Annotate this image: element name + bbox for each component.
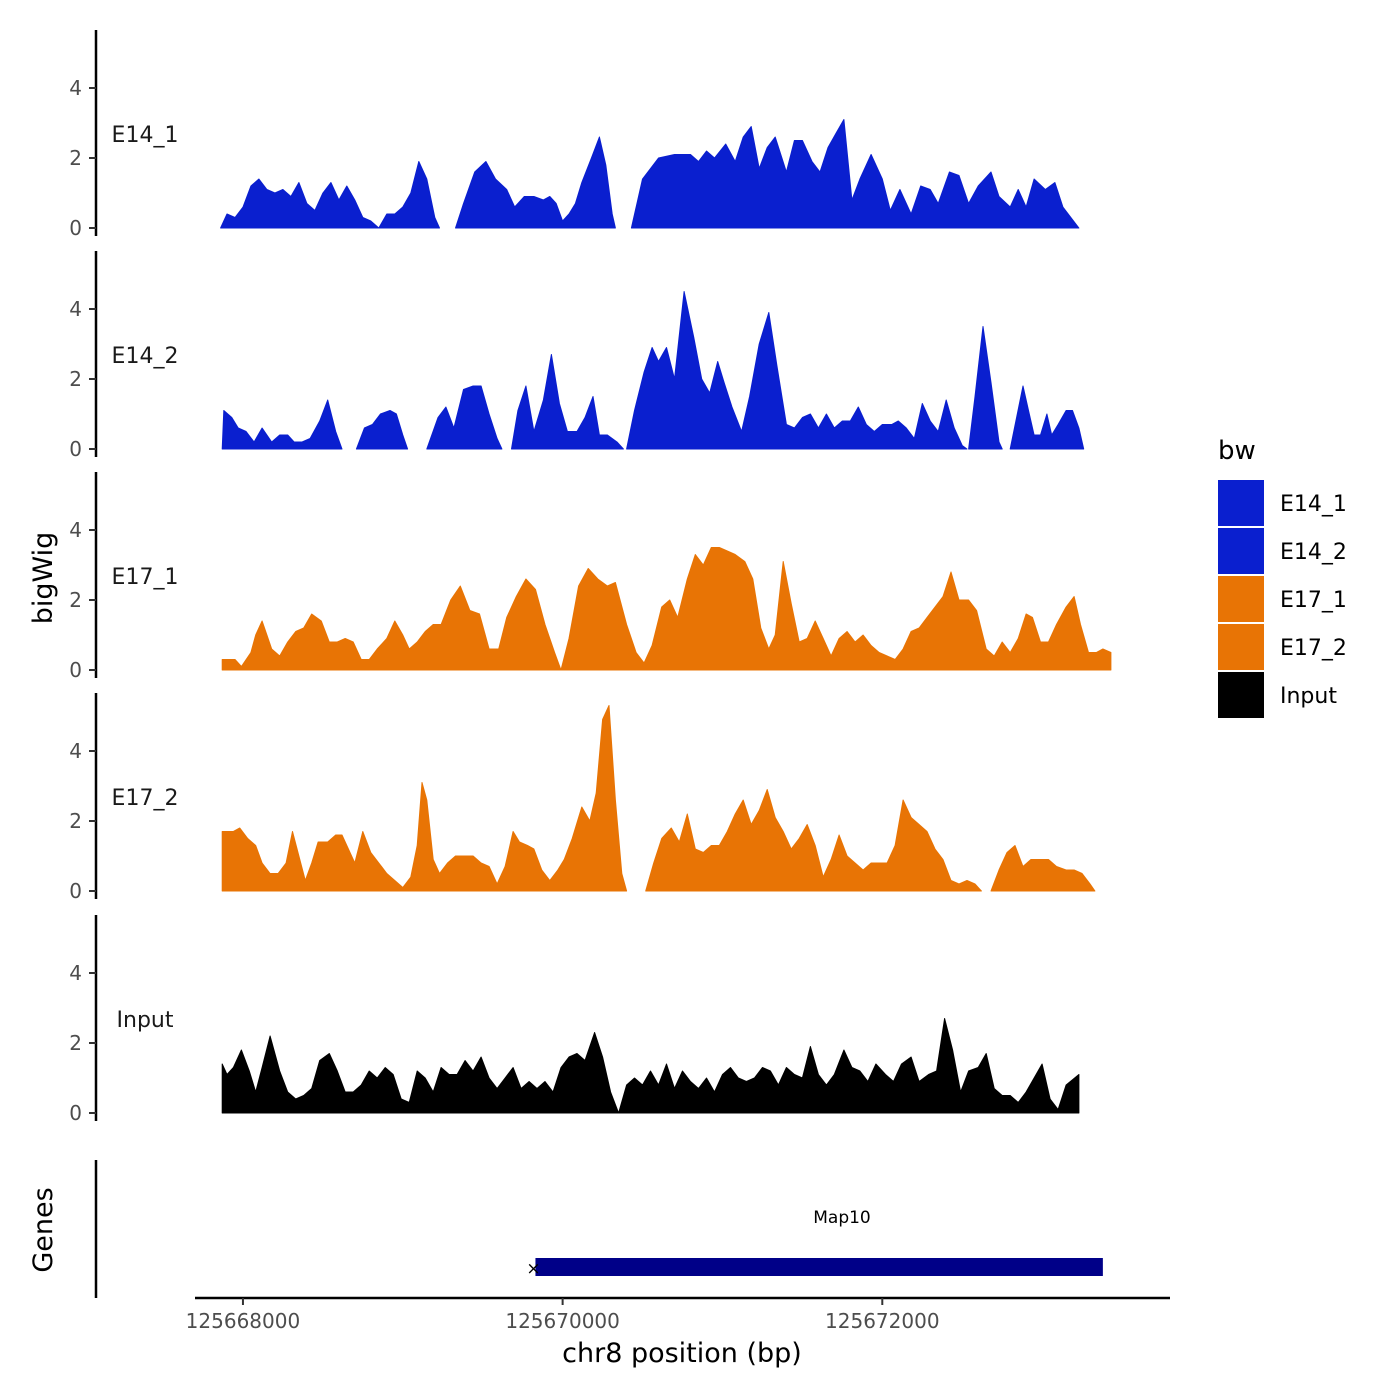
area-E14_1-1 bbox=[455, 136, 616, 229]
y-tick-label-E14_2-0: 0 bbox=[69, 437, 82, 461]
legend-swatch-E14_2 bbox=[1218, 528, 1264, 574]
area-Input-0 bbox=[221, 1018, 1080, 1114]
legend-label-E17_1: E17_1 bbox=[1280, 588, 1347, 613]
track-label-E17_2: E17_2 bbox=[112, 786, 179, 811]
legend: bw E14_1 E14_2 E17_1 E17_2 Input bbox=[1218, 436, 1347, 718]
legend-label-E14_2: E14_2 bbox=[1280, 540, 1347, 565]
track-E14_1: 0 2 4 E14_1 bbox=[69, 30, 1080, 240]
track-label-E17_1: E17_1 bbox=[112, 565, 179, 590]
track-E17_2: 0 2 4 E17_2 bbox=[69, 693, 1096, 903]
y-tick-label-E14_1-4: 4 bbox=[69, 76, 82, 100]
area-E14_2-0 bbox=[221, 399, 343, 450]
track-label-E14_1: E14_1 bbox=[112, 123, 179, 148]
area-E17_1-0 bbox=[221, 547, 1112, 671]
genes-axis-title: Genes bbox=[28, 1187, 59, 1272]
y-tick-label-E17_2-2: 2 bbox=[69, 809, 82, 833]
legend-label-Input: Input bbox=[1280, 684, 1337, 709]
track-Input: 0 2 4 Input bbox=[69, 915, 1080, 1125]
area-E17_2-0 bbox=[221, 705, 628, 892]
legend-items: E14_1 E14_2 E17_1 E17_2 Input bbox=[1218, 480, 1347, 718]
y-tick-label-Input-4: 4 bbox=[69, 961, 82, 985]
gene-strand-marker: × bbox=[526, 1259, 540, 1279]
area-E14_2-2 bbox=[426, 385, 503, 450]
y-tick-label-E17_1-4: 4 bbox=[69, 518, 82, 542]
track-E17_1: 0 2 4 E17_1 bbox=[69, 472, 1112, 682]
area-E17_2-1 bbox=[645, 789, 982, 892]
track-label-E14_2: E14_2 bbox=[112, 344, 179, 369]
y-tick-label-E17_1-2: 2 bbox=[69, 588, 82, 612]
y-tick-label-E14_2-2: 2 bbox=[69, 367, 82, 391]
legend-title: bw bbox=[1218, 436, 1256, 466]
area-E14_2-3 bbox=[511, 354, 624, 450]
area-E17_2-2 bbox=[990, 845, 1096, 892]
x-ticks: 125668000 125670000 125672000 bbox=[186, 1298, 940, 1333]
legend-swatch-E14_1 bbox=[1218, 480, 1264, 526]
legend-swatch-Input bbox=[1218, 672, 1264, 718]
y-tick-label-E14_1-0: 0 bbox=[69, 216, 82, 240]
gene-body bbox=[535, 1258, 1103, 1276]
y-tick-label-Input-2: 2 bbox=[69, 1031, 82, 1055]
x-tick-label-125668000: 125668000 bbox=[186, 1309, 301, 1333]
y-axis-title: bigWig bbox=[28, 532, 59, 625]
area-E14_2-1 bbox=[355, 410, 409, 450]
x-tick-label-125670000: 125670000 bbox=[505, 1309, 620, 1333]
legend-swatch-E17_1 bbox=[1218, 576, 1264, 622]
area-E14_1-0 bbox=[220, 161, 440, 229]
area-E14_2-6 bbox=[1009, 385, 1085, 450]
y-tick-label-E17_2-4: 4 bbox=[69, 739, 82, 763]
gene-label: Map10 bbox=[813, 1208, 871, 1228]
genes-panel: Genes Map10 × bbox=[28, 1160, 1103, 1298]
x-tick-label-125672000: 125672000 bbox=[825, 1309, 940, 1333]
track-label-Input: Input bbox=[117, 1008, 174, 1033]
y-tick-label-E17_1-0: 0 bbox=[69, 658, 82, 682]
track-E14_2: 0 2 4 E14_2 bbox=[69, 251, 1085, 461]
y-tick-label-E14_2-4: 4 bbox=[69, 297, 82, 321]
area-E14_1-2 bbox=[630, 119, 1080, 229]
area-E14_2-4 bbox=[626, 291, 968, 450]
legend-label-E17_2: E17_2 bbox=[1280, 636, 1347, 661]
y-tick-label-Input-0: 0 bbox=[69, 1101, 82, 1125]
x-axis-title: chr8 position (bp) bbox=[562, 1338, 802, 1369]
x-axis: 125668000 125670000 125672000 chr8 positio… bbox=[186, 1296, 1170, 1369]
legend-swatch-E17_2 bbox=[1218, 624, 1264, 670]
y-tick-label-E17_2-0: 0 bbox=[69, 879, 82, 903]
y-tick-label-E14_1-2: 2 bbox=[69, 146, 82, 170]
area-E14_2-5 bbox=[968, 326, 1003, 450]
tracks-group: 0 2 4 E14_1 0 2 4 E14_2 0 2 4 E17_1 0 2 4 E17_2 0 2 4 Input bbox=[69, 30, 1112, 1125]
legend-label-E14_1: E14_1 bbox=[1280, 492, 1347, 517]
